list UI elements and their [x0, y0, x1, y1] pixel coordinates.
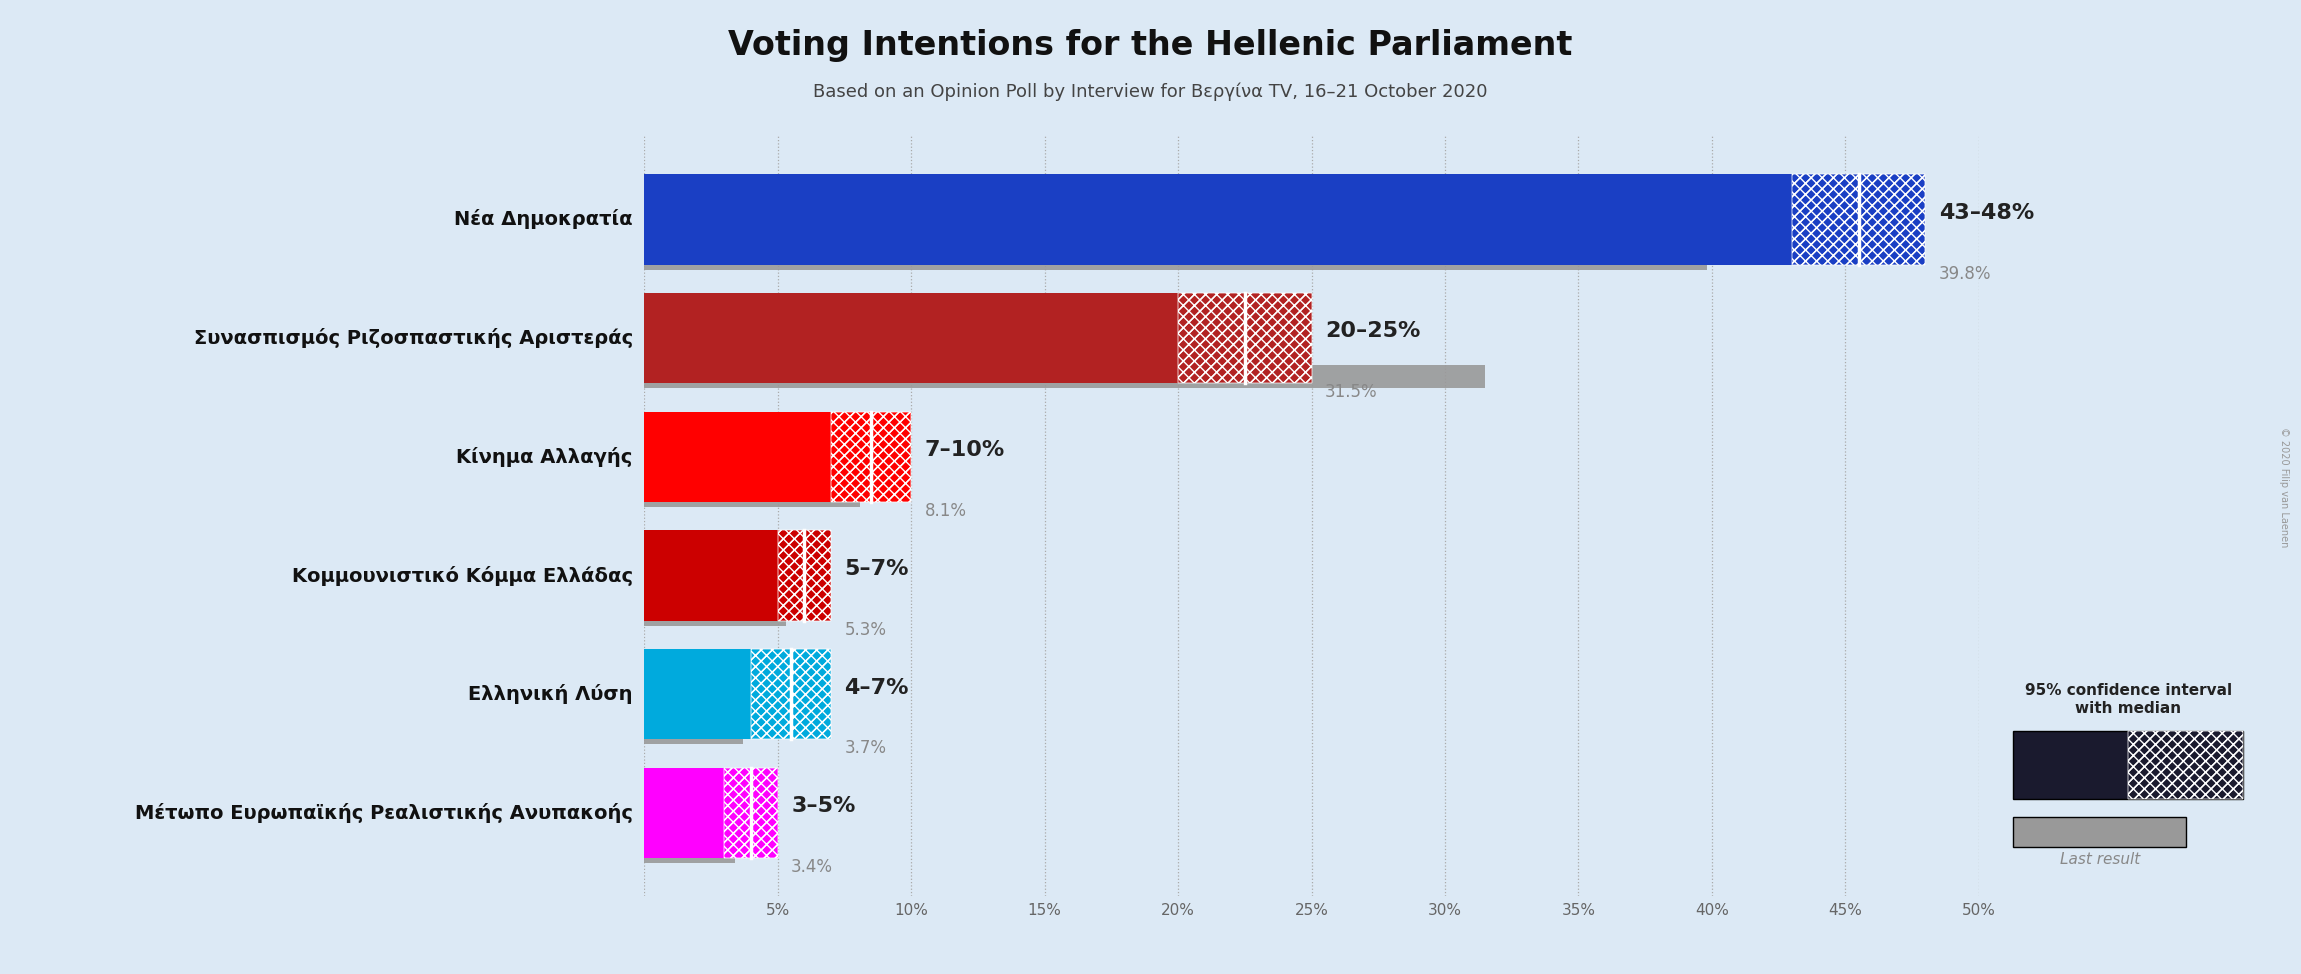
Text: 20–25%: 20–25%	[1325, 321, 1420, 342]
Bar	[644, 293, 1178, 383]
Bar	[644, 483, 861, 507]
Text: Μέτωπο Ευρωπαϊκής Ρεαλιστικής Ανυπακοής: Μέτωπο Ευρωπαϊκής Ρεαλιστικής Ανυπακοής	[136, 803, 633, 823]
Text: 4–7%: 4–7%	[844, 678, 909, 697]
Bar	[1178, 293, 1312, 383]
Bar	[644, 364, 1484, 389]
Bar	[725, 768, 778, 858]
Text: 95% confidence interval
with median: 95% confidence interval with median	[2025, 684, 2232, 716]
Text: Κομμουνιστικό Κόμμα Ελλάδας: Κομμουνιστικό Κόμμα Ελλάδας	[292, 566, 633, 585]
Text: 5–7%: 5–7%	[844, 559, 909, 579]
Bar	[778, 531, 831, 620]
Bar	[725, 768, 778, 858]
Text: 39.8%: 39.8%	[1940, 265, 1990, 282]
Text: 3.4%: 3.4%	[792, 858, 833, 877]
Bar	[831, 412, 911, 502]
Text: Ελληνική Λύση: Ελληνική Λύση	[469, 685, 633, 704]
Bar	[644, 768, 725, 858]
Bar	[644, 531, 778, 620]
Text: Νέα Δημοκρατία: Νέα Δημοκρατία	[453, 209, 633, 230]
Bar	[644, 602, 785, 625]
Bar	[644, 412, 831, 502]
Text: © 2020 Filip van Laenen: © 2020 Filip van Laenen	[2280, 427, 2289, 547]
Bar	[644, 245, 1707, 270]
Text: Κίνημα Αλλαγής: Κίνημα Αλλαγής	[456, 447, 633, 467]
Text: Last result: Last result	[2059, 852, 2140, 867]
Bar	[644, 721, 743, 744]
Bar	[644, 649, 750, 739]
Text: 31.5%: 31.5%	[1325, 384, 1378, 401]
Text: Συνασπισμός Ριζοσπαστικής Αριστεράς: Συνασπισμός Ριζοσπαστικής Αριστεράς	[193, 328, 633, 348]
Text: 8.1%: 8.1%	[925, 502, 966, 520]
Bar	[778, 531, 831, 620]
Bar	[750, 649, 831, 739]
Text: 3.7%: 3.7%	[844, 739, 886, 758]
Text: 7–10%: 7–10%	[925, 440, 1006, 460]
Text: 3–5%: 3–5%	[792, 796, 856, 816]
Bar	[1792, 174, 1926, 265]
Bar	[1792, 174, 1926, 265]
Bar	[831, 412, 911, 502]
Text: Voting Intentions for the Hellenic Parliament: Voting Intentions for the Hellenic Parli…	[729, 29, 1572, 62]
Bar	[750, 649, 831, 739]
Text: Based on an Opinion Poll by Interview for Βεργίνα TV, 16–21 October 2020: Based on an Opinion Poll by Interview fo…	[812, 83, 1489, 101]
Bar	[644, 174, 1792, 265]
Text: 5.3%: 5.3%	[844, 620, 886, 639]
Bar	[644, 840, 734, 863]
Bar	[1178, 293, 1312, 383]
Text: 43–48%: 43–48%	[1940, 203, 2034, 223]
